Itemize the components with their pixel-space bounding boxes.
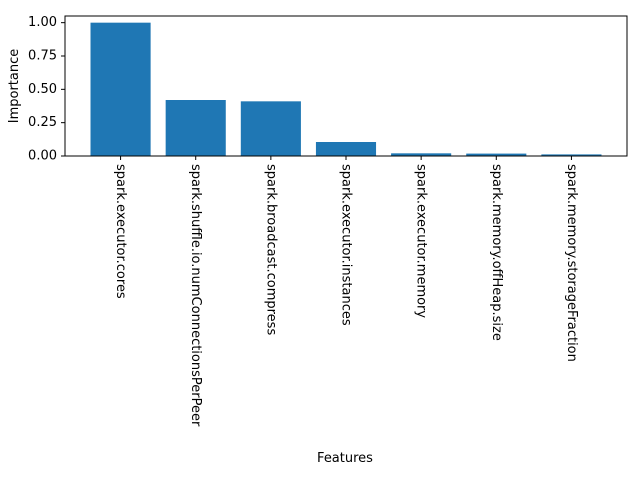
bar (90, 22, 151, 157)
x-tick-label: spark.memory.offHeap.size (489, 164, 504, 341)
y-tick-label: 0.75 (28, 49, 57, 64)
y-tick-label: 0.50 (28, 82, 57, 97)
bar (240, 101, 301, 156)
x-tick-label: spark.executor.cores (113, 164, 128, 299)
x-tick-label: spark.memory.storageFraction (564, 164, 579, 362)
bar (165, 100, 226, 156)
y-tick-label: 0.25 (28, 115, 57, 130)
x-axis-label: Features (317, 451, 373, 466)
x-tick-label: spark.executor.memory (414, 164, 429, 318)
ticks-layer: spark.executor.cores spark.shuffle.io.num… (28, 15, 579, 427)
x-tick-label: spark.shuffle.io.numConnectionsPerPeer (188, 164, 203, 427)
y-tick-label: 0.00 (28, 149, 57, 164)
x-tick-label: spark.broadcast.compress (263, 164, 278, 335)
y-tick-label: 1.00 (28, 15, 57, 30)
bar (391, 153, 452, 156)
y-axis-label: Importance (7, 49, 22, 124)
x-tick-label: spark.executor.instances (339, 164, 354, 326)
bar (466, 153, 527, 156)
bars-layer (90, 22, 602, 157)
bar (315, 142, 377, 156)
bar (541, 154, 602, 156)
